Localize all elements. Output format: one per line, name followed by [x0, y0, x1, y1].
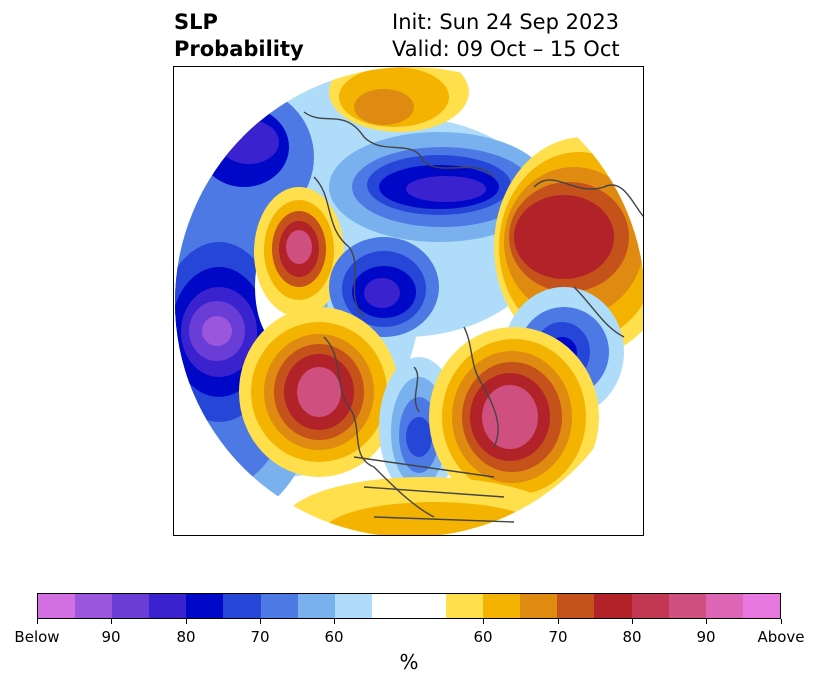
colorbar [37, 593, 781, 619]
colorbar-tick-mark [483, 619, 484, 624]
colorbar-swatch [483, 594, 521, 618]
colorbar-tick-mark [706, 619, 707, 624]
chart-title-right: Init: Sun 24 Sep 2023 Valid: 09 Oct – 15… [392, 9, 620, 63]
ak-contour-5 [286, 230, 312, 264]
colorbar-tick-mark [111, 619, 112, 624]
colorbar-tick-label: Below [14, 628, 60, 646]
wna-contour-6 [297, 367, 341, 417]
colorbar-swatch [297, 594, 335, 618]
polar-map [173, 66, 644, 536]
colorbar-swatch [408, 594, 447, 618]
ka-contour-3 [219, 120, 279, 164]
colorbar-swatch [186, 594, 224, 618]
colorbar-swatch [149, 594, 187, 618]
colorbar-tick-label: 60 [324, 628, 344, 646]
valid-range: Valid: 09 Oct – 15 Oct [392, 37, 620, 61]
sib-contour-5 [406, 176, 486, 202]
arc-contour-4 [364, 278, 400, 308]
title-variable: SLP [174, 10, 218, 34]
colorbar-swatch [594, 594, 632, 618]
colorbar-swatch [112, 594, 150, 618]
colorbar-tick-mark [37, 619, 38, 624]
coastlines [303, 111, 643, 523]
colorbar-tick-mark [632, 619, 633, 624]
colorbar-tick-mark [558, 619, 559, 624]
colorbar-tick-label: 60 [473, 628, 493, 646]
colorbar-tick-mark [260, 619, 261, 624]
colorbar-tick-label: Above [757, 628, 805, 646]
colorbar-swatch [38, 594, 76, 618]
map-svg [175, 67, 643, 535]
contour-fill [175, 67, 643, 535]
colorbar-swatch [557, 594, 595, 618]
colorbar-swatch [75, 594, 113, 618]
colorbar-unit: % [399, 650, 419, 674]
title-product: Probability [174, 37, 304, 61]
eu-contour-5 [514, 195, 614, 279]
np-contour-7 [202, 316, 232, 346]
colorbar-tick-label: 70 [548, 628, 568, 646]
colorbar-swatch [371, 594, 409, 618]
colorbar-tick-label: 80 [176, 628, 196, 646]
ea-contour-3 [354, 89, 414, 125]
init-date: Init: Sun 24 Sep 2023 [392, 10, 620, 34]
colorbar-tick-label: 80 [622, 628, 642, 646]
colorbar-tick-mark [334, 619, 335, 624]
colorbar-swatch [705, 594, 743, 618]
colorbar-tick-mark [781, 619, 782, 624]
colorbar-swatch [446, 594, 484, 618]
colorbar-swatch [742, 594, 780, 618]
colorbar-tick-label: 70 [250, 628, 270, 646]
hb-contour-4 [406, 417, 432, 457]
chart-title-left: SLP Probability [174, 9, 304, 63]
colorbar-swatch [520, 594, 558, 618]
colorbar-tick-label: 90 [696, 628, 716, 646]
colorbar-tick-label: 90 [101, 628, 121, 646]
na-contour-6 [482, 385, 538, 449]
colorbar-swatch [260, 594, 298, 618]
colorbar-swatch [334, 594, 372, 618]
colorbar-tick-mark [186, 619, 187, 624]
colorbar-swatch [631, 594, 669, 618]
colorbar-swatch [223, 594, 261, 618]
colorbar-swatch [668, 594, 706, 618]
